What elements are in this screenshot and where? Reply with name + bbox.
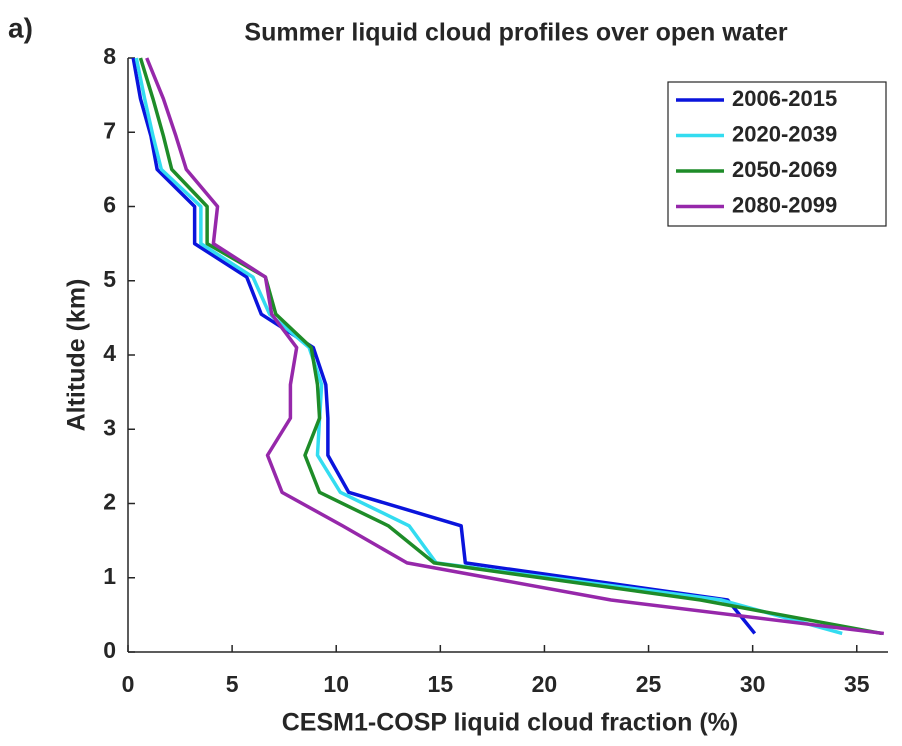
series-line bbox=[131, 57, 757, 635]
legend-box bbox=[667, 81, 887, 227]
x-tick-label: 30 bbox=[740, 671, 766, 697]
legend-label: 2020-2039 bbox=[732, 121, 837, 146]
y-tick-label: 4 bbox=[103, 340, 116, 366]
y-tick-label: 8 bbox=[103, 43, 116, 69]
series-line bbox=[145, 57, 885, 636]
y-axis-label: Altitude (km) bbox=[63, 279, 91, 432]
legend-label: 2080-2099 bbox=[732, 192, 837, 217]
chart-title: Summer liquid cloud profiles over open w… bbox=[244, 19, 787, 47]
x-tick-label: 0 bbox=[122, 671, 135, 697]
x-tick-label: 5 bbox=[226, 671, 239, 697]
series-line bbox=[138, 57, 883, 636]
y-tick-label: 6 bbox=[103, 192, 116, 218]
y-tick-label: 0 bbox=[103, 637, 116, 663]
x-tick-label: 15 bbox=[428, 671, 454, 697]
y-tick-label: 5 bbox=[103, 266, 116, 292]
y-tick-label: 1 bbox=[103, 563, 116, 589]
legend-label: 2050-2069 bbox=[732, 157, 837, 182]
legend-label: 2006-2015 bbox=[732, 86, 837, 111]
y-tick-label: 7 bbox=[103, 117, 116, 143]
y-tick-label: 2 bbox=[103, 489, 116, 515]
y-tick-label: 3 bbox=[103, 414, 116, 440]
x-tick-label: 20 bbox=[532, 671, 558, 697]
x-tick-label: 25 bbox=[636, 671, 662, 697]
x-tick-label: 10 bbox=[323, 671, 349, 697]
panel-label: a) bbox=[8, 12, 33, 43]
x-axis-label: CESM1-COSP liquid cloud fraction (%) bbox=[282, 709, 739, 737]
x-tick-label: 35 bbox=[844, 671, 870, 697]
